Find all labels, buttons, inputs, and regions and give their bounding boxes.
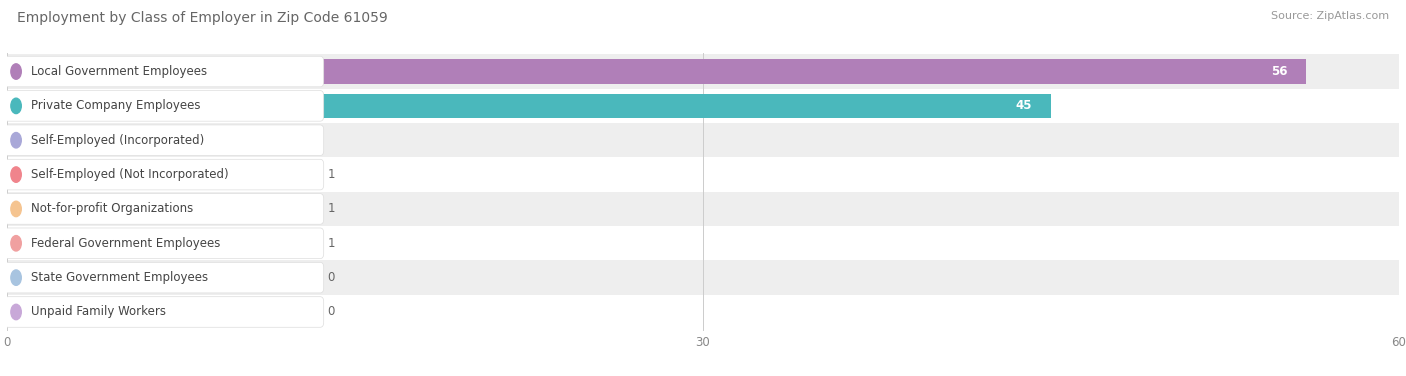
- Bar: [7, 192, 1399, 226]
- Text: Private Company Employees: Private Company Employees: [31, 99, 200, 112]
- Text: 0: 0: [328, 305, 335, 318]
- Bar: [7, 295, 1399, 329]
- Circle shape: [11, 98, 21, 114]
- Text: 45: 45: [1017, 99, 1032, 112]
- Bar: [7, 59, 1306, 84]
- Circle shape: [11, 236, 21, 251]
- Text: Self-Employed (Not Incorporated): Self-Employed (Not Incorporated): [31, 168, 228, 181]
- Text: Self-Employed (Incorporated): Self-Employed (Incorporated): [31, 134, 204, 147]
- FancyBboxPatch shape: [4, 228, 323, 259]
- Text: Not-for-profit Organizations: Not-for-profit Organizations: [31, 202, 193, 215]
- FancyBboxPatch shape: [4, 297, 323, 327]
- Circle shape: [11, 201, 21, 217]
- FancyBboxPatch shape: [4, 91, 323, 121]
- Bar: [7, 94, 1052, 118]
- Bar: [7, 89, 1399, 123]
- FancyBboxPatch shape: [4, 194, 323, 224]
- Text: 56: 56: [1271, 65, 1288, 78]
- Bar: [7, 128, 239, 153]
- Circle shape: [11, 64, 21, 79]
- Text: State Government Employees: State Government Employees: [31, 271, 208, 284]
- Text: Employment by Class of Employer in Zip Code 61059: Employment by Class of Employer in Zip C…: [17, 11, 388, 25]
- Bar: [7, 300, 49, 324]
- Circle shape: [11, 270, 21, 285]
- Circle shape: [11, 304, 21, 320]
- Circle shape: [11, 167, 21, 182]
- FancyBboxPatch shape: [4, 159, 323, 190]
- Text: Unpaid Family Workers: Unpaid Family Workers: [31, 305, 166, 318]
- Bar: [7, 162, 49, 187]
- Bar: [7, 226, 1399, 261]
- Bar: [7, 55, 1399, 89]
- Bar: [7, 265, 49, 290]
- FancyBboxPatch shape: [4, 125, 323, 156]
- Text: Local Government Employees: Local Government Employees: [31, 65, 207, 78]
- FancyBboxPatch shape: [4, 56, 323, 87]
- Text: 1: 1: [328, 202, 335, 215]
- Text: Source: ZipAtlas.com: Source: ZipAtlas.com: [1271, 11, 1389, 21]
- Text: 0: 0: [328, 271, 335, 284]
- Bar: [7, 261, 1399, 295]
- Bar: [7, 158, 1399, 192]
- Bar: [7, 197, 49, 221]
- Text: Federal Government Employees: Federal Government Employees: [31, 237, 219, 250]
- Text: 1: 1: [328, 237, 335, 250]
- Text: 1: 1: [328, 168, 335, 181]
- Bar: [7, 123, 1399, 158]
- Bar: [7, 231, 49, 256]
- Text: 10: 10: [204, 134, 221, 147]
- FancyBboxPatch shape: [4, 262, 323, 293]
- Circle shape: [11, 132, 21, 148]
